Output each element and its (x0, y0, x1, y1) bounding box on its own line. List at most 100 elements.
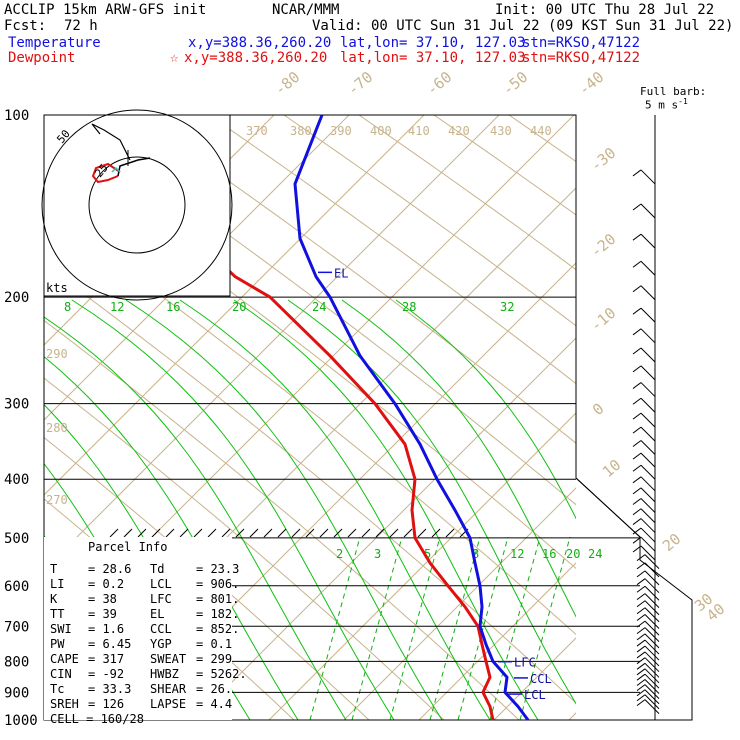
wind-barb-flag (632, 426, 642, 434)
wind-barb-flag (632, 464, 642, 472)
parcel-key: CCL (150, 622, 172, 636)
dry-adiabat (44, 436, 370, 720)
parcel-row: Tc = 33.3 SHEAR = 26. (50, 682, 232, 697)
hatch-mark (165, 528, 175, 538)
parcel-key: YGP (150, 637, 172, 651)
wind-barb-flag (632, 169, 642, 177)
wind-barb-flag (636, 694, 646, 702)
mixing-ratio-label: 28 (402, 300, 416, 314)
wind-barb-flag (636, 639, 646, 647)
wind-barb (640, 426, 656, 442)
dry-adiabat (44, 319, 520, 720)
hatch-mark (249, 528, 259, 538)
temperature-latlon: lat,lon= 37.10, 127.03 (340, 35, 526, 51)
mixing-ratio-line (457, 536, 509, 720)
parcel-row: TT = 39 EL = 182. (50, 607, 239, 622)
pressure-tick-label: 100 (4, 108, 29, 124)
parcel-key: LAPSE (150, 697, 187, 711)
isotherm-line (193, 337, 576, 720)
pressure-tick-label: 200 (4, 290, 29, 306)
fcst-hours: 72 h (64, 18, 98, 34)
hatch-mark (277, 528, 287, 538)
wind-barb-flag (636, 657, 646, 665)
isotherm-label: -10 (587, 304, 619, 335)
wind-barb-flag (636, 607, 646, 615)
mixing-ratio-label: 12 (510, 547, 524, 561)
chart-frame (43, 114, 693, 721)
theta-label: 280 (46, 421, 68, 435)
wind-barb (644, 627, 660, 642)
mixing-ratio-line (489, 536, 541, 720)
dry-adiabat (734, 115, 740, 720)
isotherm-label: 10 (599, 456, 624, 481)
hodograph-ring-outer (41, 109, 233, 301)
wind-barb-flag (636, 689, 646, 697)
wind-barb (644, 684, 660, 700)
wind-barb (644, 699, 660, 714)
wind-barb-flag (632, 545, 642, 553)
wind-barb-flag (636, 684, 646, 692)
wind-barb (644, 554, 660, 569)
mixing-ratio-label: 20 (566, 547, 580, 561)
wind-barb (640, 440, 656, 455)
pressure-tick-label: 900 (4, 685, 29, 701)
wind-barb-flag (636, 679, 646, 686)
theta-label: 430 (490, 124, 512, 138)
wind-barb (640, 545, 656, 561)
parcel-row: SWI = 1.6 CCL = 852. (50, 622, 239, 637)
wind-barb-flag (636, 578, 646, 586)
wind-barb (644, 651, 660, 667)
wind-barb-flag (632, 476, 642, 484)
isotherm-line (44, 115, 425, 496)
isotherm-line (44, 115, 500, 571)
pressure-tick-label: 1000 (4, 713, 38, 729)
wind-barb-flag (636, 614, 646, 621)
wind-barb (644, 668, 660, 684)
wind-barb-flag (636, 651, 646, 659)
parcel-value: = 906. (196, 577, 240, 591)
pressure-tick-label: 600 (4, 579, 29, 595)
hatch-mark (361, 528, 371, 538)
hodograph-trace-low (91, 162, 121, 184)
parcel-value: = 33.3 (88, 682, 132, 696)
theta-label: 420 (448, 124, 470, 138)
pressure-tick-label: 800 (4, 654, 29, 670)
parcel-value: = 801. (196, 592, 240, 606)
wind-barb-flag (632, 527, 642, 535)
wind-barb (644, 593, 660, 608)
temperature-xy: x,y=388.36,260.20 (188, 35, 332, 51)
org-label: NCAR/MMM (272, 2, 340, 18)
wind-barb (640, 233, 656, 249)
parcel-value: = 38 (88, 592, 117, 606)
wind-barb (644, 620, 660, 636)
moist-adiabat (395, 299, 576, 520)
isotherm-line (343, 487, 576, 720)
barb-legend-exponent: -1 (678, 97, 688, 106)
parcel-key: SWI (50, 622, 79, 636)
wind-barb-flag (632, 498, 642, 505)
model-title: ACCLIP 15km ARW-GFS init (4, 2, 207, 18)
dry-adiabat (584, 115, 740, 720)
moist-adiabat (44, 355, 299, 720)
hatch-mark (431, 528, 441, 538)
barb-legend-title: Full barb: (640, 85, 707, 98)
parcel-row: LI = 0.2 LCL = 906. (50, 577, 239, 592)
parcel-key: LFC (150, 592, 172, 606)
mixing-ratio-label: 32 (500, 300, 514, 314)
wind-barb-flag (636, 627, 646, 634)
wind-barb-flag (632, 487, 642, 495)
theta-label: 380 (290, 124, 312, 138)
wind-barb-flag (632, 328, 642, 336)
init-time: Init: 00 UTC Thu 28 Jul 22 (495, 2, 715, 18)
wind-barb-flag (632, 452, 642, 460)
hodograph-trace-upper (91, 123, 131, 161)
dewpoint-marker-icon: ☆ (170, 50, 179, 66)
wind-barb-flag (636, 585, 646, 593)
parcel-value: = 23.3 (196, 562, 240, 576)
hatch-mark (221, 528, 231, 538)
parcel-cell: CELL = 160/28 (50, 712, 144, 726)
theta-label: 400 (370, 124, 392, 138)
dry-adiabat (283, 115, 576, 327)
parcel-value: = 5262. (196, 667, 247, 681)
wind-barb-flag (632, 382, 642, 389)
